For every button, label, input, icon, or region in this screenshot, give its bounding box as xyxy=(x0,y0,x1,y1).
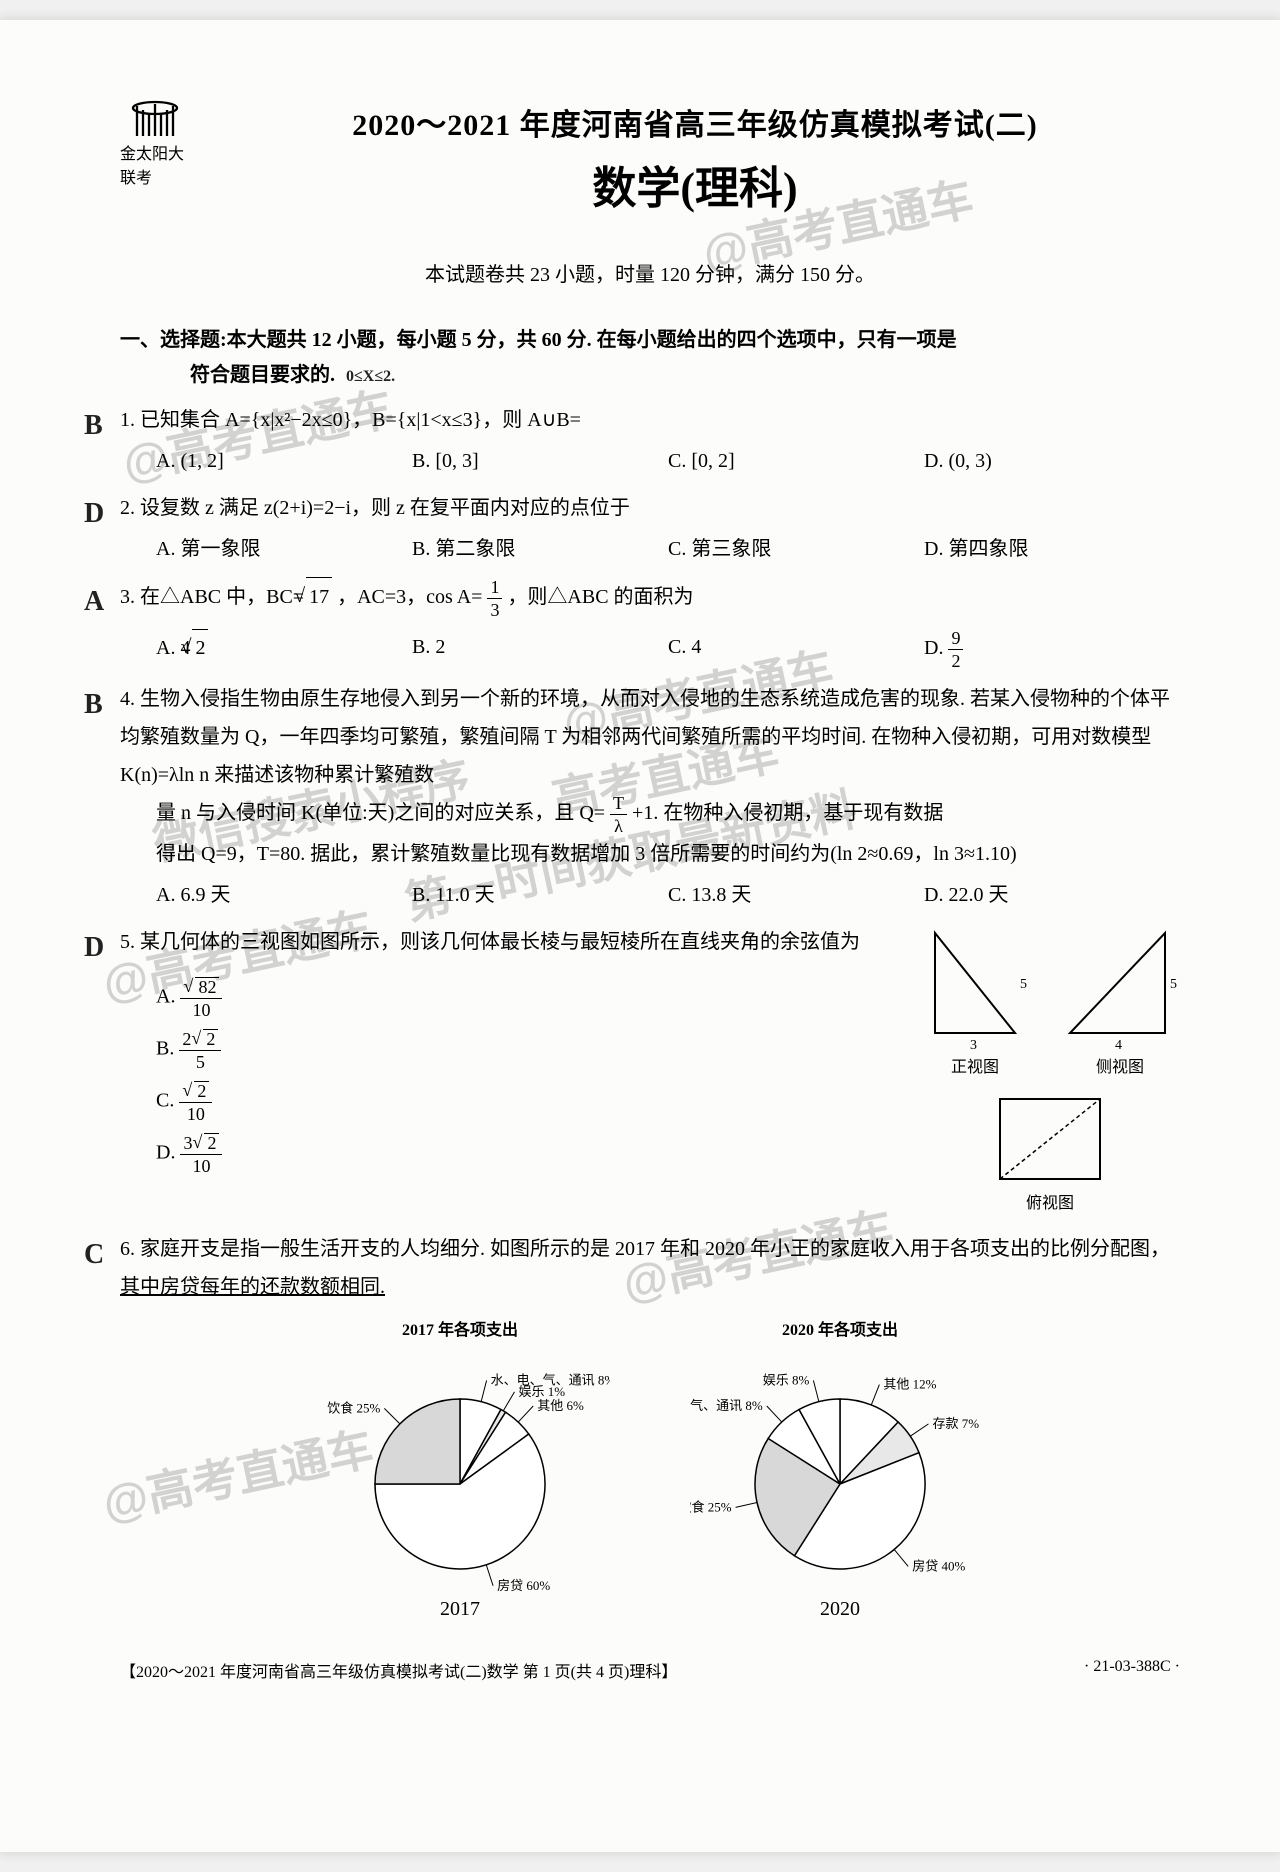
question-5: D 5. 某几何体的三视图如图所示，则该几何体最长棱与最短棱所在直线夹角的余弦值… xyxy=(120,923,1180,1220)
title-line2: 数学(理科) xyxy=(210,152,1180,216)
svg-text:饮食 25%: 饮食 25% xyxy=(327,1400,380,1415)
hand-answer-3: A xyxy=(84,575,104,628)
section1-head: 一、选择题:本大题共 12 小题，每小题 5 分，共 60 分. 在每小题给出的… xyxy=(120,323,1180,352)
footer-left: 【2020～2021 年度河南省高三年级仿真模拟考试(二)数学 第 1 页(共 … xyxy=(120,1658,677,1682)
q5-opt-a: A. 8210 xyxy=(156,977,890,1019)
svg-text:3: 3 xyxy=(970,1038,977,1053)
svg-text:饮食 25%: 饮食 25% xyxy=(690,1499,732,1514)
q1-opt-d: D. (0, 3) xyxy=(924,443,1180,479)
section1-sub: 符合题目要求的. 0≤X≤2. xyxy=(190,358,1180,387)
hand-answer-5: D xyxy=(84,921,104,974)
q3-opt-b: B. 2 xyxy=(412,629,668,670)
pie-chart-2020: 其他 12% 存款 7% 房贷 40% 饮食 25% 水、电、气、通讯 8%娱乐 8% xyxy=(690,1354,990,1594)
svg-text:其他 6%: 其他 6% xyxy=(537,1398,584,1413)
q5-opt-c: C. 210 xyxy=(156,1081,890,1123)
front-view: 3 5 正视图 xyxy=(920,923,1030,1083)
pie-2020: 2020 年各项支出 其他 12%存款 7%房贷 40%饮食 25%水、电、气、… xyxy=(690,1316,990,1628)
q3-opt-c: C. 4 xyxy=(668,629,924,670)
three-views: 3 5 正视图 4 5 侧视图 xyxy=(920,923,1180,1220)
question-3: A 3. 在△ABC 中，BC=17 ，AC=3，cos A= 13 ，则△AB… xyxy=(120,577,1180,670)
q2-opt-d: D. 第四象限 xyxy=(924,531,1180,567)
q1-opt-b: B. [0, 3] xyxy=(412,443,668,479)
q3-opt-d: D. 92 xyxy=(924,629,1180,670)
svg-text:娱乐 8%: 娱乐 8% xyxy=(763,1372,810,1387)
exam-page: @高考直通车@高考直通车@高考直通车微信搜索小程序高考直通车第一时间获取最新资料… xyxy=(0,20,1280,1852)
hand-answer-1: B xyxy=(84,399,103,452)
svg-text:存款 7%: 存款 7% xyxy=(932,1416,979,1431)
q4-opt-c: C. 13.8 天 xyxy=(668,877,924,913)
footer: 【2020～2021 年度河南省高三年级仿真模拟考试(二)数学 第 1 页(共 … xyxy=(120,1658,1180,1682)
q3-opt-a: A. 42 xyxy=(156,629,412,670)
pie-2017: 2017 年各项支出 水、电、气、通讯 8%娱乐 1%其他 6%房贷 60%饮食… xyxy=(310,1316,610,1628)
hand-year-2017: 2017 xyxy=(440,1590,480,1628)
hand-note: 0≤X≤2. xyxy=(346,368,395,385)
org-logo-icon xyxy=(127,100,183,140)
svg-text:房贷 60%: 房贷 60% xyxy=(497,1578,550,1593)
logo: 金太阳大联考 xyxy=(120,100,190,188)
title-line1: 2020～2021 年度河南省高三年级仿真模拟考试(二) xyxy=(210,100,1180,144)
svg-text:娱乐 1%: 娱乐 1% xyxy=(518,1384,565,1399)
svg-text:其他 12%: 其他 12% xyxy=(883,1377,936,1392)
q2-opt-b: B. 第二象限 xyxy=(412,531,668,567)
svg-text:房贷 40%: 房贷 40% xyxy=(912,1559,965,1574)
hand-answer-2: D xyxy=(84,487,104,540)
q1-opt-c: C. [0, 2] xyxy=(668,443,924,479)
title-block: 2020～2021 年度河南省高三年级仿真模拟考试(二) 数学(理科) xyxy=(210,100,1180,216)
q4-opt-b: B. 11.0 天 xyxy=(412,877,668,913)
q4-opt-a: A. 6.9 天 xyxy=(156,877,412,913)
q2-opt-c: C. 第三象限 xyxy=(668,531,924,567)
org-name: 金太阳大联考 xyxy=(120,140,190,188)
q1-opt-a: A. (1, 2] xyxy=(156,443,412,479)
hand-answer-6: C xyxy=(84,1228,104,1281)
q2-opt-a: A. 第一象限 xyxy=(156,531,412,567)
info-line: 本试题卷共 23 小题，时量 120 分钟，满分 150 分。 xyxy=(120,258,1180,287)
top-view: 俯视图 xyxy=(990,1089,1110,1219)
svg-text:5: 5 xyxy=(1020,977,1027,992)
pie-chart-2017: 水、电、气、通讯 8%娱乐 1%其他 6%房贷 60%饮食 25% xyxy=(310,1354,610,1594)
header: 金太阳大联考 2020～2021 年度河南省高三年级仿真模拟考试(二) 数学(理… xyxy=(120,100,1180,216)
question-1: B 1. 已知集合 A={x|x²−2x≤0}，B={x|1<x≤3}，则 A∪… xyxy=(120,401,1180,479)
svg-text:水、电、气、通讯 8%: 水、电、气、通讯 8% xyxy=(690,1398,763,1413)
q4-opt-d: D. 22.0 天 xyxy=(924,877,1180,913)
question-4: B 4. 生物入侵指生物由原生存地侵入到另一个新的环境，从而对入侵地的生态系统造… xyxy=(120,680,1180,913)
hand-year-2020: 2020 xyxy=(820,1590,860,1628)
footer-right: · 21-03-388C · xyxy=(1084,1658,1180,1682)
q5-opt-b: B. 225 xyxy=(156,1029,890,1071)
hand-answer-4: B xyxy=(84,678,103,731)
svg-text:5: 5 xyxy=(1170,977,1177,992)
side-view: 4 5 侧视图 xyxy=(1060,923,1180,1083)
question-6: C 6. 家庭开支是指一般生活开支的人均细分. 如图所示的是 2017 年和 2… xyxy=(120,1230,1180,1628)
svg-text:4: 4 xyxy=(1115,1038,1122,1053)
question-2: D 2. 设复数 z 满足 z(2+i)=2−i，则 z 在复平面内对应的点位于… xyxy=(120,489,1180,567)
q5-opt-d: D. 3210 xyxy=(156,1133,890,1175)
